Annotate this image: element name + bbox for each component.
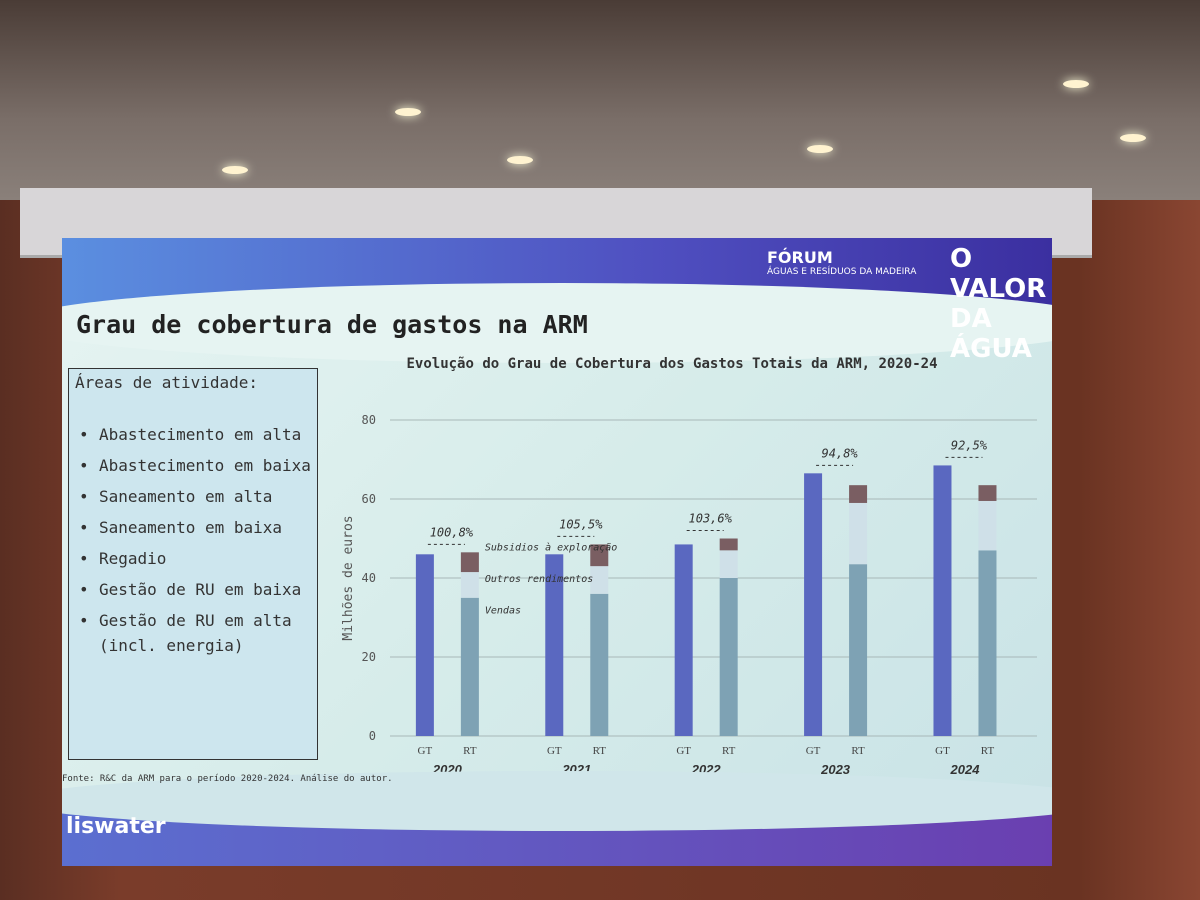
legend-label: Outros rendimentos xyxy=(485,574,593,585)
y-axis-label: Milhões de euros xyxy=(341,515,356,640)
bar-label: GT xyxy=(418,745,433,757)
ceiling-light xyxy=(807,145,833,153)
areas-heading: Áreas de atividade: xyxy=(75,373,259,392)
ceiling-light xyxy=(395,108,421,116)
rt-bar-segment xyxy=(849,502,868,565)
forum-brand: FÓRUM ÁGUAS E RESÍDUOS DA MADEIRA xyxy=(767,248,916,277)
footer-wave xyxy=(62,771,1052,866)
y-tick-label: 60 xyxy=(362,492,376,506)
ceiling-light xyxy=(1120,134,1146,142)
rt-bar-segment xyxy=(460,572,479,598)
coverage-label: 100,8% xyxy=(430,525,474,539)
gt-bar xyxy=(415,554,434,736)
bar-label: GT xyxy=(547,745,562,757)
area-item: Saneamento em baixa xyxy=(79,515,311,540)
source-note: Fonte: R&C da ARM para o período 2020-20… xyxy=(62,774,393,784)
areas-box: Áreas de atividade: Abastecimento em alt… xyxy=(68,368,318,760)
ceiling-light xyxy=(1063,80,1089,88)
event-title: O VALOR DA ÁGUA xyxy=(950,244,1052,364)
rt-bar-segment xyxy=(978,550,997,736)
ceiling-light xyxy=(222,166,248,174)
category-label: 2024 xyxy=(950,762,981,777)
ceiling xyxy=(0,0,1200,200)
rt-bar-segment xyxy=(849,485,868,503)
areas-list: Abastecimento em alta Abastecimento em ba… xyxy=(75,422,311,658)
bar-label: GT xyxy=(676,745,691,757)
ceiling-light xyxy=(507,156,533,164)
coverage-label: 94,8% xyxy=(822,446,859,460)
area-item: Abastecimento em alta xyxy=(79,422,311,447)
rt-bar-segment xyxy=(460,597,479,736)
bar-label: RT xyxy=(981,745,995,757)
y-tick-label: 40 xyxy=(362,571,376,585)
rt-bar-segment xyxy=(719,550,738,578)
gt-bar xyxy=(933,465,952,736)
y-tick-label: 0 xyxy=(369,729,376,743)
legend-label: Vendas xyxy=(485,606,521,617)
bar-label: RT xyxy=(463,745,477,757)
rt-bar-segment xyxy=(590,544,609,567)
rt-bar-segment xyxy=(978,485,997,501)
event-line: DA ÁGUA xyxy=(950,304,1032,364)
y-tick-label: 80 xyxy=(362,413,376,427)
rt-bar-segment xyxy=(590,593,609,736)
gt-bar xyxy=(804,473,823,736)
coverage-label: 92,5% xyxy=(951,438,988,452)
bar-label: RT xyxy=(722,745,736,757)
category-label: 2023 xyxy=(820,762,851,777)
forum-subtitle: ÁGUAS E RESÍDUOS DA MADEIRA xyxy=(767,267,917,277)
forum-title: FÓRUM xyxy=(767,248,833,267)
bar-label: GT xyxy=(806,745,821,757)
rt-bar-segment xyxy=(849,564,868,736)
area-item: Abastecimento em baixa xyxy=(79,453,311,478)
rt-bar-segment xyxy=(719,538,738,551)
rt-bar-segment xyxy=(719,578,738,736)
bar-label: GT xyxy=(935,745,950,757)
area-item: Regadio xyxy=(79,546,311,571)
rt-bar-segment xyxy=(460,552,479,573)
area-item: Saneamento em alta xyxy=(79,484,311,509)
gt-bar xyxy=(545,554,564,736)
rt-bar-segment xyxy=(978,500,997,551)
area-item: Gestão de RU em baixa xyxy=(79,577,311,602)
coverage-label: 103,6% xyxy=(689,512,733,526)
coverage-label: 105,5% xyxy=(559,517,603,531)
header-wave xyxy=(62,238,1052,363)
gt-bar xyxy=(674,544,693,736)
y-tick-label: 20 xyxy=(362,650,376,664)
liswater-logo: liswater xyxy=(66,814,166,839)
bar-label: RT xyxy=(593,745,607,757)
rt-bar-segment xyxy=(590,566,609,594)
chart-title: Evolução do Grau de Cobertura dos Gastos… xyxy=(406,356,938,372)
slide-title: Grau de cobertura de gastos na ARM xyxy=(76,310,588,339)
slide: FÓRUM ÁGUAS E RESÍDUOS DA MADEIRA O VALO… xyxy=(62,238,1052,866)
legend-label: Subsidios à exploração xyxy=(485,541,617,553)
area-item: Gestão de RU em alta (incl. energia) xyxy=(79,608,311,658)
bar-label: RT xyxy=(851,745,865,757)
event-line: O VALOR xyxy=(950,244,1047,304)
